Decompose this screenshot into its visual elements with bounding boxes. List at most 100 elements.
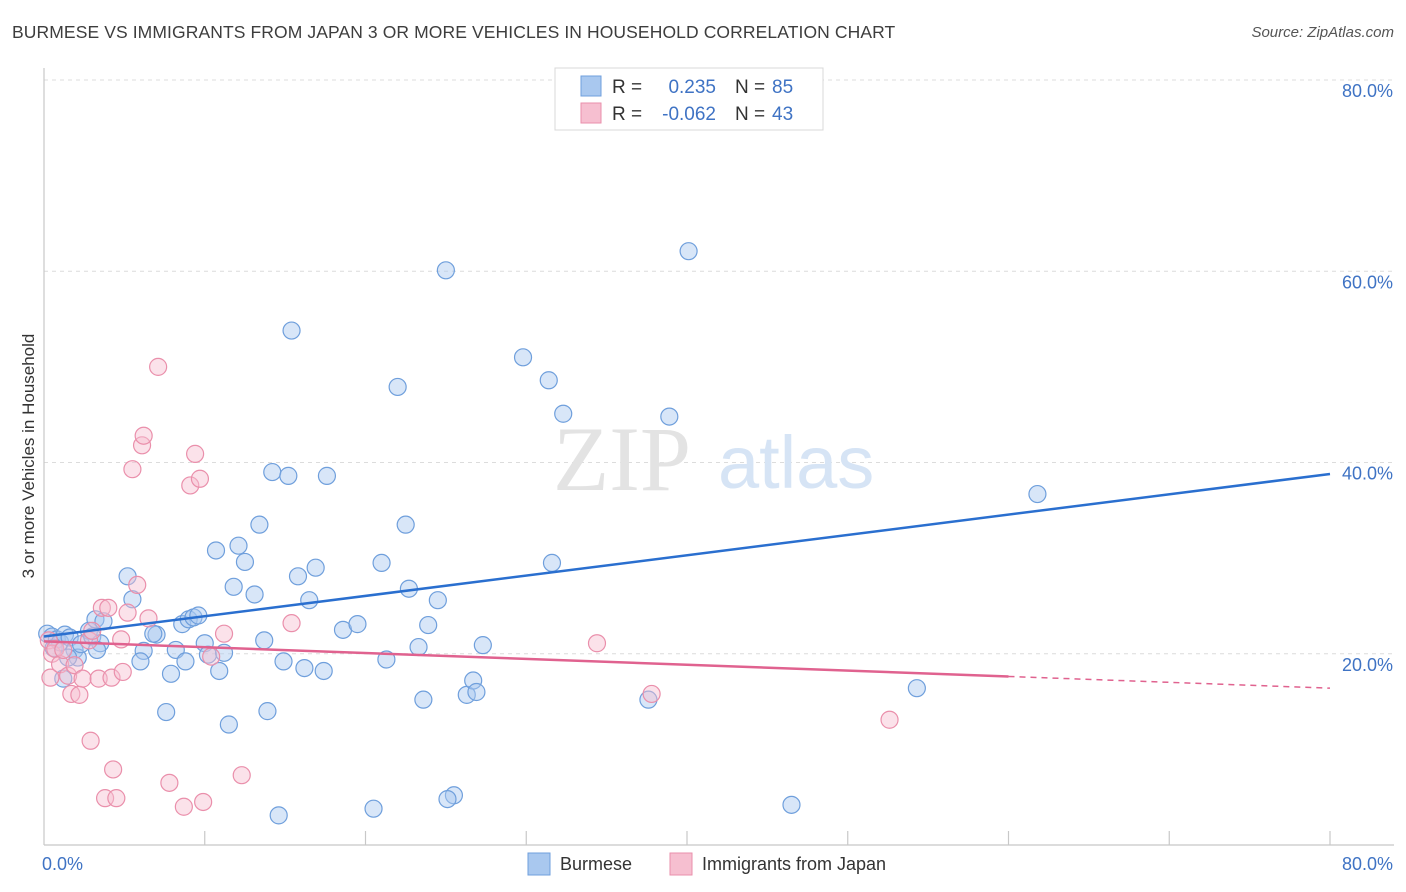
japan-point-32 <box>181 476 200 495</box>
burmese-point-82 <box>782 795 801 814</box>
burmese-point-51 <box>295 658 314 678</box>
burmese-point-25 <box>161 664 181 683</box>
burmese-point-52 <box>300 591 319 610</box>
chart-title: BURMESE VS IMMIGRANTS FROM JAPAN 3 OR MO… <box>12 22 896 42</box>
burmese-point-48 <box>269 806 288 825</box>
burmese-point-35 <box>206 541 226 560</box>
japan-point-29 <box>149 357 168 376</box>
burmese-point-47 <box>279 466 298 485</box>
japan-point-35 <box>194 792 213 812</box>
burmese-point-38 <box>224 577 243 596</box>
y-tick-label-20: 20.0% <box>1342 655 1393 675</box>
burmese-point-39 <box>229 536 248 555</box>
legend-r-label-japan: R = <box>612 104 642 125</box>
japan-point-22 <box>113 662 132 682</box>
japan-point-31 <box>174 797 193 816</box>
x-tick-label-min: 0.0% <box>42 854 83 874</box>
legend-n-value-burmese: 85 <box>772 77 793 98</box>
burmese-trend-line <box>43 472 1331 638</box>
burmese-point-81 <box>679 242 698 261</box>
japan-point-10 <box>73 669 92 688</box>
burmese-point-46 <box>274 652 293 671</box>
japan-point-6 <box>59 666 78 685</box>
burmese-point-65 <box>414 690 433 709</box>
y-tick-label-60: 60.0% <box>1342 272 1393 292</box>
legend-swatch-burmese <box>580 75 602 97</box>
burmese-point-24 <box>157 702 176 722</box>
burmese-point-79 <box>639 690 658 709</box>
burmese-point-41 <box>245 585 264 604</box>
burmese-point-42 <box>250 515 269 534</box>
burmese-point-61 <box>388 377 407 397</box>
burmese-point-76 <box>539 371 558 390</box>
burmese-point-62 <box>396 515 415 534</box>
burmese-point-60 <box>377 650 396 669</box>
burmese-point-37 <box>219 715 238 734</box>
burmese-point-74 <box>473 636 492 655</box>
japan-trend-line <box>43 640 1009 678</box>
japan-point-13 <box>81 731 100 750</box>
burmese-point-67 <box>428 591 447 610</box>
burmese-point-66 <box>419 615 438 635</box>
japan-trend-line-extension <box>1008 675 1331 689</box>
japan-point-19 <box>104 760 123 779</box>
burmese-point-57 <box>348 615 367 634</box>
trend-lines <box>43 472 1331 689</box>
japan-point-8 <box>65 656 84 675</box>
bottom-legend-swatch-burmese <box>527 852 551 876</box>
burmese-point-40 <box>235 552 255 572</box>
burmese-point-53 <box>306 558 325 577</box>
burmese-point-78 <box>554 404 573 423</box>
burmese-point-54 <box>314 661 333 681</box>
japan-point-17 <box>99 598 118 617</box>
japan-point-15 <box>92 598 111 617</box>
burmese-point-58 <box>364 799 383 818</box>
burmese-point-27 <box>176 652 195 671</box>
series-legend: Burmese Immigrants from Japan <box>527 852 886 876</box>
japan-point-34 <box>190 469 210 488</box>
burmese-point-70 <box>438 789 457 809</box>
legend-r-value-burmese: 0.235 <box>668 77 716 98</box>
watermark-atlas: atlas <box>718 421 874 504</box>
japan-point-30 <box>160 773 179 792</box>
legend-r-value-japan: -0.062 <box>662 104 716 125</box>
burmese-point-77 <box>542 553 562 573</box>
japan-point-20 <box>107 789 126 808</box>
japan-point-36 <box>202 647 221 666</box>
x-tick-label-max: 80.0% <box>1342 854 1393 874</box>
burmese-point-55 <box>317 466 337 485</box>
y-tick-label-80: 80.0% <box>1342 81 1393 101</box>
burmese-point-19 <box>123 590 142 609</box>
legend-n-value-japan: 43 <box>772 104 793 125</box>
japan-point-41 <box>642 684 661 704</box>
legend-r-label-burmese: R = <box>612 77 642 98</box>
burmese-point-20 <box>134 641 153 660</box>
japan-point-2 <box>41 668 60 687</box>
japan-point-33 <box>186 444 205 463</box>
correlation-legend: R = 0.235 N = 85 R = -0.062 N = 43 <box>554 67 824 131</box>
burmese-point-64 <box>409 637 428 657</box>
legend-n-label-japan: N = <box>735 104 765 125</box>
burmese-point-83 <box>1028 484 1047 504</box>
burmese-point-68 <box>436 261 455 280</box>
japan-point-37 <box>214 624 234 643</box>
burmese-point-34 <box>210 661 229 681</box>
japan-point-5 <box>54 640 73 660</box>
burmese-point-21 <box>131 652 150 671</box>
burmese-point-50 <box>288 567 308 586</box>
japan-point-40 <box>587 634 607 653</box>
y-tick-labels: 20.0% 40.0% 60.0% 80.0% <box>1342 81 1393 675</box>
japan-point-25 <box>128 575 147 595</box>
bottom-legend-label-japan: Immigrants from Japan <box>702 854 886 874</box>
japan-point-27 <box>134 426 153 445</box>
burmese-point-59 <box>372 553 391 573</box>
burmese-point-43 <box>255 631 274 650</box>
japan-point-38 <box>232 766 251 785</box>
japan-point-23 <box>118 603 137 622</box>
legend-swatch-japan <box>580 102 602 124</box>
burmese-point-45 <box>263 462 282 482</box>
burmese-point-80 <box>660 407 679 426</box>
burmese-point-7 <box>54 669 73 688</box>
burmese-points <box>38 242 1047 825</box>
